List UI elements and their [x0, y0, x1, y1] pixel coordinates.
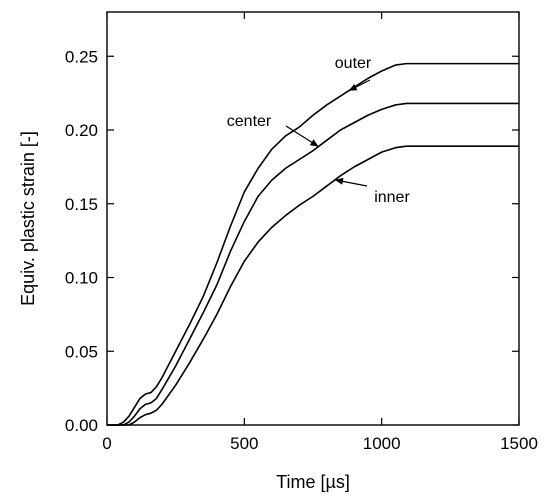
y-tick-label: 0.20	[65, 121, 98, 140]
x-tick-label: 0	[102, 434, 111, 453]
annotations: outer center inner	[227, 55, 411, 206]
y-tick-label: 0.00	[65, 416, 98, 435]
x-axis-label: Time [µs]	[276, 472, 350, 492]
x-tick-label: 1500	[500, 434, 538, 453]
x-tick-label: 500	[230, 434, 258, 453]
series-curves	[107, 62, 519, 426]
x-tick-label: 1000	[363, 434, 401, 453]
series-line-outer	[107, 62, 519, 426]
annotation-arrowhead-outer	[348, 84, 358, 91]
annotation-center: center	[227, 113, 272, 130]
axis-ticks: 0 500 1000 1500 0.00 0.05 0.10 0.15 0.20 0.25	[65, 12, 538, 453]
y-axis-label: Equiv. plastic strain [-]	[18, 131, 38, 306]
y-tick-label: 0.05	[65, 342, 98, 361]
plot-frame	[106, 11, 520, 426]
y-tick-label: 0.10	[65, 269, 98, 288]
y-tick-label: 0.15	[65, 195, 98, 214]
series-line-inner	[107, 145, 519, 426]
y-tick-label: 0.25	[65, 47, 98, 66]
series-line-center	[107, 102, 519, 426]
annotation-inner: inner	[374, 189, 410, 206]
annotation-arrowhead-center	[309, 139, 319, 147]
annotation-outer: outer	[335, 55, 372, 72]
annotation-arrowhead-inner	[334, 177, 344, 185]
